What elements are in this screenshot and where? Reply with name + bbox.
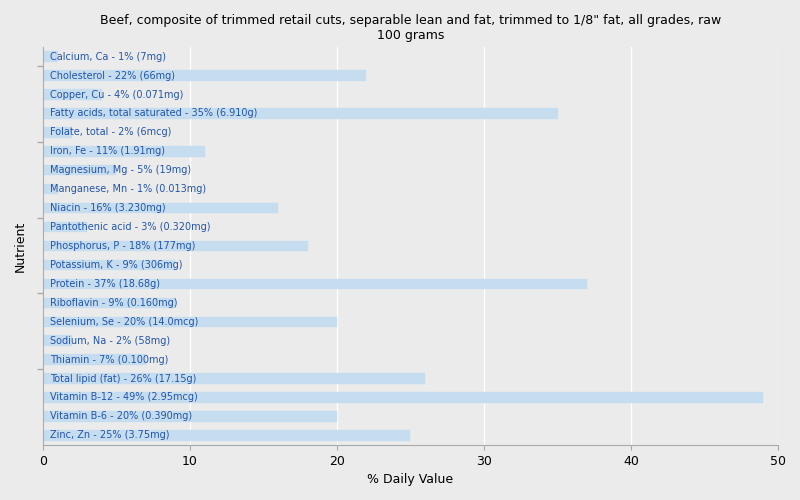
Text: Niacin - 16% (3.230mg): Niacin - 16% (3.230mg) — [50, 203, 166, 213]
Bar — [43, 430, 410, 440]
Bar — [43, 392, 763, 402]
Text: Vitamin B-6 - 20% (0.390mg): Vitamin B-6 - 20% (0.390mg) — [50, 412, 192, 422]
Bar — [43, 411, 337, 422]
X-axis label: % Daily Value: % Daily Value — [367, 473, 454, 486]
Bar — [43, 241, 307, 251]
Bar — [43, 336, 72, 346]
Y-axis label: Nutrient: Nutrient — [14, 220, 27, 272]
Text: Thiamin - 7% (0.100mg): Thiamin - 7% (0.100mg) — [50, 354, 169, 364]
Text: Potassium, K - 9% (306mg): Potassium, K - 9% (306mg) — [50, 260, 182, 270]
Bar — [43, 298, 175, 308]
Bar — [43, 222, 87, 232]
Text: Magnesium, Mg - 5% (19mg): Magnesium, Mg - 5% (19mg) — [50, 166, 191, 175]
Bar — [43, 52, 58, 62]
Bar — [43, 165, 116, 175]
Text: Cholesterol - 22% (66mg): Cholesterol - 22% (66mg) — [50, 70, 175, 81]
Text: Manganese, Mn - 1% (0.013mg): Manganese, Mn - 1% (0.013mg) — [50, 184, 206, 194]
Bar — [43, 70, 366, 81]
Bar — [43, 374, 425, 384]
Bar — [43, 127, 72, 138]
Bar — [43, 354, 146, 365]
Bar — [43, 316, 337, 327]
Text: Calcium, Ca - 1% (7mg): Calcium, Ca - 1% (7mg) — [50, 52, 166, 62]
Bar — [43, 146, 205, 156]
Text: Sodium, Na - 2% (58mg): Sodium, Na - 2% (58mg) — [50, 336, 170, 345]
Text: Copper, Cu - 4% (0.071mg): Copper, Cu - 4% (0.071mg) — [50, 90, 183, 100]
Text: Iron, Fe - 11% (1.91mg): Iron, Fe - 11% (1.91mg) — [50, 146, 166, 156]
Bar — [43, 108, 558, 118]
Text: Phosphorus, P - 18% (177mg): Phosphorus, P - 18% (177mg) — [50, 241, 195, 251]
Bar — [43, 184, 58, 194]
Text: Selenium, Se - 20% (14.0mcg): Selenium, Se - 20% (14.0mcg) — [50, 317, 198, 327]
Text: Pantothenic acid - 3% (0.320mg): Pantothenic acid - 3% (0.320mg) — [50, 222, 210, 232]
Text: Protein - 37% (18.68g): Protein - 37% (18.68g) — [50, 279, 160, 289]
Title: Beef, composite of trimmed retail cuts, separable lean and fat, trimmed to 1/8" : Beef, composite of trimmed retail cuts, … — [100, 14, 721, 42]
Text: Fatty acids, total saturated - 35% (6.910g): Fatty acids, total saturated - 35% (6.91… — [50, 108, 258, 118]
Text: Vitamin B-12 - 49% (2.95mcg): Vitamin B-12 - 49% (2.95mcg) — [50, 392, 198, 402]
Text: Riboflavin - 9% (0.160mg): Riboflavin - 9% (0.160mg) — [50, 298, 178, 308]
Text: Folate, total - 2% (6mcg): Folate, total - 2% (6mcg) — [50, 128, 171, 138]
Text: Zinc, Zn - 25% (3.75mg): Zinc, Zn - 25% (3.75mg) — [50, 430, 170, 440]
Bar — [43, 260, 175, 270]
Bar — [43, 90, 102, 100]
Text: Total lipid (fat) - 26% (17.15g): Total lipid (fat) - 26% (17.15g) — [50, 374, 197, 384]
Bar — [43, 203, 278, 213]
Bar — [43, 278, 587, 289]
